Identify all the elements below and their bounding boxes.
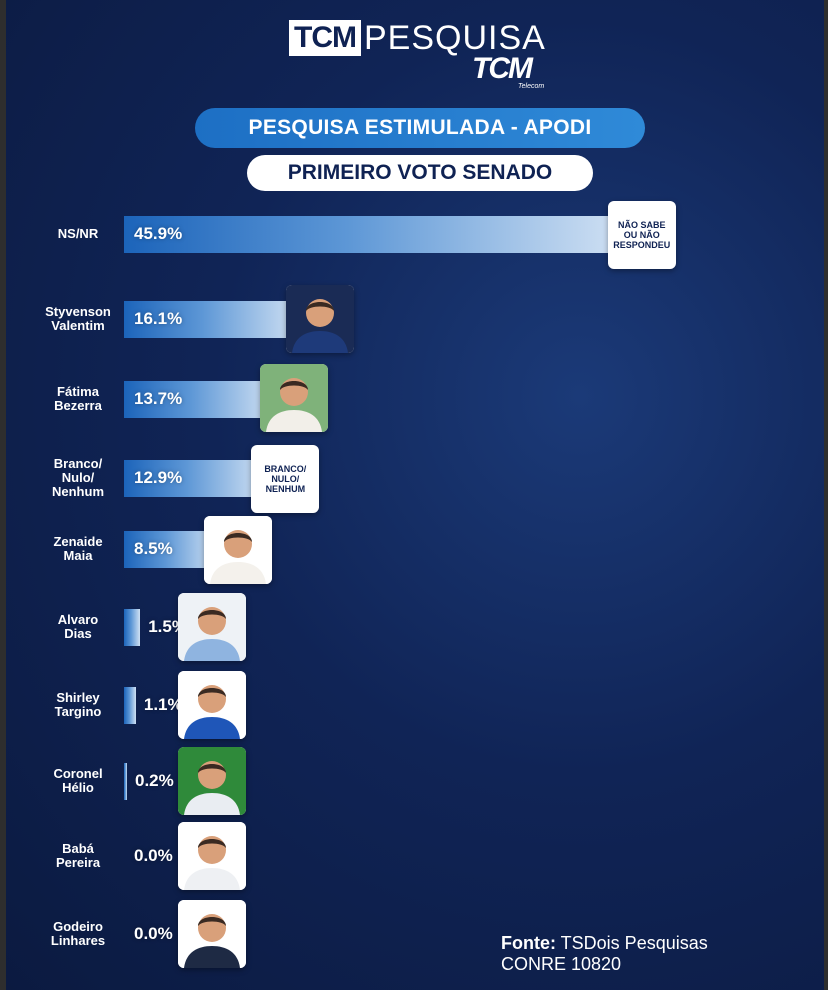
logo-rest-text: PESQUISA — [363, 19, 546, 57]
frame-right-border — [824, 0, 828, 990]
bar-value-label: 0.0% — [134, 924, 173, 943]
sub-brand-logo: TCM — [472, 52, 533, 85]
source-name: TSDois Pesquisas — [560, 933, 708, 953]
candidate-photo-icon — [178, 822, 246, 890]
candidate-photo-icon — [178, 900, 246, 968]
category-label: Styvenson Valentim — [45, 304, 111, 333]
bar — [124, 530, 216, 568]
bar-value-label: 16.1% — [134, 309, 183, 328]
bar — [124, 215, 620, 253]
category-label: Alvaro Dias — [57, 612, 99, 641]
bar-value-label: 0.0% — [134, 846, 173, 865]
bar-value-label: 12.9% — [134, 468, 183, 487]
chart-subtitle: PRIMEIRO VOTO SENADO — [247, 155, 593, 191]
marker-card: BRANCO/ NULO/ NENHUM — [251, 445, 320, 513]
bar-value-label: 1.1% — [143, 695, 183, 714]
bar — [124, 380, 272, 418]
bar-value-label: 1.5% — [148, 617, 187, 636]
marker-card: NÃO SABE OU NÃO RESPONDEU — [607, 201, 676, 269]
logo-box-text: TCM — [289, 20, 361, 56]
category-label: Zenaide Maia — [53, 534, 103, 563]
candidate-photo-icon — [259, 364, 328, 432]
source-registration: CONRE 10820 — [501, 954, 622, 974]
bar — [124, 300, 298, 338]
category-label: NS/NR — [57, 226, 99, 241]
bar-value-label: 13.7% — [134, 389, 183, 408]
bar-value-label: 0.2% — [135, 771, 174, 790]
category-label: Godeiro Linhares — [50, 919, 106, 948]
source-label: Fonte: — [501, 933, 556, 953]
bar — [124, 762, 127, 800]
candidate-photo-icon — [178, 747, 246, 815]
candidate-photo-icon — [178, 593, 246, 661]
frame-left-border — [0, 0, 6, 990]
bar — [124, 608, 141, 646]
marker-text: NÃO SABE OU NÃO RESPONDEU — [613, 220, 671, 250]
candidate-photo-icon — [285, 285, 354, 353]
bar-value-label: 45.9% — [134, 224, 183, 243]
category-label: Shirley Targino — [54, 690, 102, 719]
category-label: Coronel Hélio — [53, 766, 103, 795]
bar — [124, 686, 136, 724]
marker-text: BRANCO/ NULO/ NENHUM — [264, 464, 307, 494]
candidate-photo-icon — [178, 671, 246, 739]
candidate-photo-icon — [203, 516, 272, 584]
sub-brand-tagline: Telecom — [518, 83, 545, 90]
source-note: Fonte: TSDois Pesquisas CONRE 10820 — [501, 933, 708, 975]
bar-value-label: 8.5% — [134, 539, 173, 558]
bar — [124, 459, 264, 497]
category-label: Fátima Bezerra — [54, 384, 102, 413]
category-label: Branco/ Nulo/ Nenhum — [52, 456, 104, 499]
chart-title: PESQUISA ESTIMULADA - APODI — [195, 108, 645, 148]
brand-logo: TCM PESQUISA — [289, 18, 546, 58]
category-label: Babá Pereira — [55, 841, 101, 870]
